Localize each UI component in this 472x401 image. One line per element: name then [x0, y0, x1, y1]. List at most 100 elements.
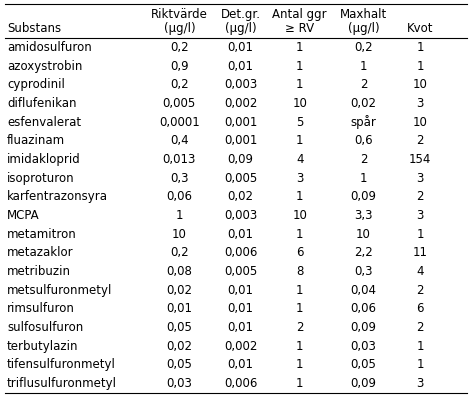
- Text: 0,2: 0,2: [354, 41, 373, 54]
- Text: 2: 2: [416, 321, 424, 334]
- Text: 1: 1: [416, 228, 424, 241]
- Text: 0,002: 0,002: [224, 340, 257, 353]
- Text: 1: 1: [296, 78, 303, 91]
- Text: 0,06: 0,06: [350, 302, 377, 316]
- Text: (μg/l): (μg/l): [225, 22, 257, 34]
- Text: 0,005: 0,005: [224, 265, 257, 278]
- Text: Maxhalt: Maxhalt: [340, 8, 387, 20]
- Text: 10: 10: [292, 209, 307, 222]
- Text: 0,003: 0,003: [224, 209, 257, 222]
- Text: 1: 1: [296, 190, 303, 203]
- Text: 6: 6: [416, 302, 424, 316]
- Text: 2: 2: [360, 78, 367, 91]
- Text: 3: 3: [416, 209, 424, 222]
- Text: 0,013: 0,013: [163, 153, 196, 166]
- Text: 8: 8: [296, 265, 303, 278]
- Text: 0,9: 0,9: [170, 60, 189, 73]
- Text: 2: 2: [416, 284, 424, 297]
- Text: 0,01: 0,01: [228, 358, 254, 371]
- Text: Kvot: Kvot: [407, 22, 433, 34]
- Text: Antal ggr: Antal ggr: [272, 8, 327, 20]
- Text: 10: 10: [413, 78, 428, 91]
- Text: 0,005: 0,005: [224, 172, 257, 185]
- Text: 0,001: 0,001: [224, 115, 257, 129]
- Text: 0,09: 0,09: [228, 153, 254, 166]
- Text: 1: 1: [296, 60, 303, 73]
- Text: 1: 1: [296, 377, 303, 390]
- Text: 0,03: 0,03: [351, 340, 376, 353]
- Text: 1: 1: [176, 209, 183, 222]
- Text: 2: 2: [416, 190, 424, 203]
- Text: 2,2: 2,2: [354, 246, 373, 259]
- Text: sulfosulfuron: sulfosulfuron: [7, 321, 84, 334]
- Text: (μg/l): (μg/l): [163, 22, 195, 34]
- Text: 0,0001: 0,0001: [159, 115, 200, 129]
- Text: triflusulfuronmetyl: triflusulfuronmetyl: [7, 377, 117, 390]
- Text: 0,005: 0,005: [163, 97, 196, 110]
- Text: 0,06: 0,06: [166, 190, 193, 203]
- Text: 0,3: 0,3: [354, 265, 373, 278]
- Text: 1: 1: [296, 358, 303, 371]
- Text: 0,08: 0,08: [167, 265, 192, 278]
- Text: 0,09: 0,09: [350, 190, 377, 203]
- Text: metamitron: metamitron: [7, 228, 77, 241]
- Text: 1: 1: [360, 172, 367, 185]
- Text: 2: 2: [416, 134, 424, 147]
- Text: 0,01: 0,01: [228, 302, 254, 316]
- Text: Riktvärde: Riktvärde: [151, 8, 208, 20]
- Text: ≥ RV: ≥ RV: [285, 22, 314, 34]
- Text: 0,09: 0,09: [350, 321, 377, 334]
- Text: 0,006: 0,006: [224, 246, 257, 259]
- Text: spår: spår: [351, 115, 376, 129]
- Text: metsulfuronmetyl: metsulfuronmetyl: [7, 284, 112, 297]
- Text: 0,4: 0,4: [170, 134, 189, 147]
- Text: azoxystrobin: azoxystrobin: [7, 60, 83, 73]
- Text: 2: 2: [360, 153, 367, 166]
- Text: 0,02: 0,02: [350, 97, 377, 110]
- Text: 0,02: 0,02: [166, 284, 193, 297]
- Text: 0,02: 0,02: [166, 340, 193, 353]
- Text: 3: 3: [296, 172, 303, 185]
- Text: 0,6: 0,6: [354, 134, 373, 147]
- Text: 0,001: 0,001: [224, 134, 257, 147]
- Text: Substans: Substans: [7, 22, 61, 34]
- Text: 3,3: 3,3: [354, 209, 373, 222]
- Text: 3: 3: [416, 377, 424, 390]
- Text: 0,002: 0,002: [224, 97, 257, 110]
- Text: karfentrazonsyra: karfentrazonsyra: [7, 190, 108, 203]
- Text: Det.gr.: Det.gr.: [221, 8, 261, 20]
- Text: 1: 1: [296, 340, 303, 353]
- Text: esfenvalerat: esfenvalerat: [7, 115, 81, 129]
- Text: 10: 10: [356, 228, 371, 241]
- Text: rimsulfuron: rimsulfuron: [7, 302, 75, 316]
- Text: 0,01: 0,01: [228, 60, 254, 73]
- Text: 0,2: 0,2: [170, 246, 189, 259]
- Text: 1: 1: [296, 302, 303, 316]
- Text: 1: 1: [296, 41, 303, 54]
- Text: 1: 1: [416, 41, 424, 54]
- Text: 4: 4: [416, 265, 424, 278]
- Text: 5: 5: [296, 115, 303, 129]
- Text: 0,05: 0,05: [351, 358, 376, 371]
- Text: tifensulfuronmetyl: tifensulfuronmetyl: [7, 358, 116, 371]
- Text: 0,04: 0,04: [350, 284, 377, 297]
- Text: isoproturon: isoproturon: [7, 172, 75, 185]
- Text: 3: 3: [416, 172, 424, 185]
- Text: 0,05: 0,05: [167, 321, 192, 334]
- Text: 0,01: 0,01: [228, 321, 254, 334]
- Text: 0,09: 0,09: [350, 377, 377, 390]
- Text: 0,01: 0,01: [166, 302, 193, 316]
- Text: 1: 1: [416, 358, 424, 371]
- Text: 10: 10: [292, 97, 307, 110]
- Text: imidakloprid: imidakloprid: [7, 153, 81, 166]
- Text: 0,006: 0,006: [224, 377, 257, 390]
- Text: 2: 2: [296, 321, 303, 334]
- Text: 0,03: 0,03: [167, 377, 192, 390]
- Text: 1: 1: [360, 60, 367, 73]
- Text: 0,3: 0,3: [170, 172, 189, 185]
- Text: cyprodinil: cyprodinil: [7, 78, 65, 91]
- Text: 0,02: 0,02: [228, 190, 254, 203]
- Text: 11: 11: [413, 246, 428, 259]
- Text: metazaklor: metazaklor: [7, 246, 74, 259]
- Text: 0,003: 0,003: [224, 78, 257, 91]
